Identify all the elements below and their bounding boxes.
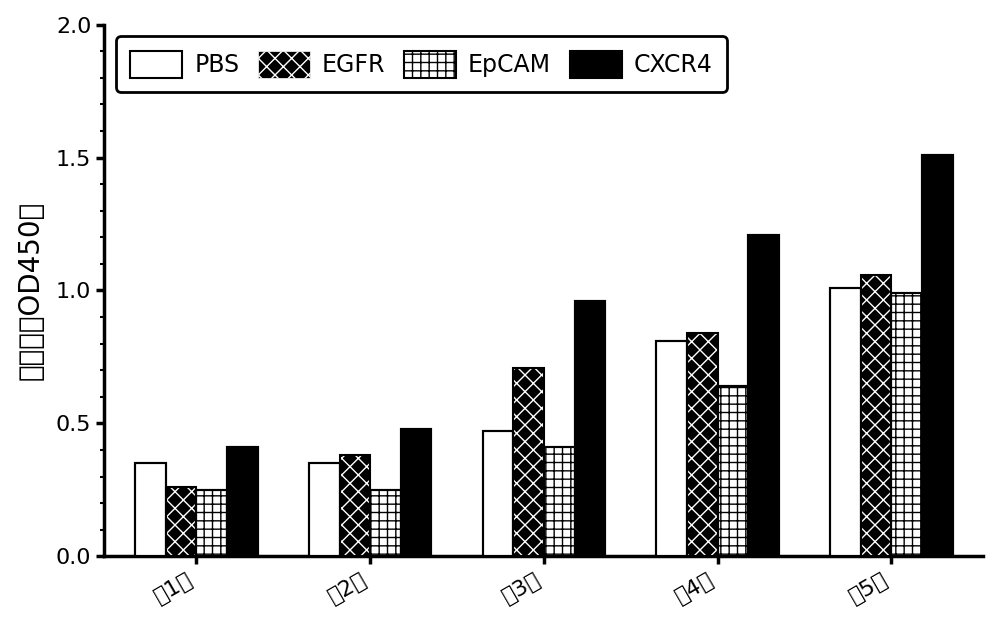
Bar <box>370 490 401 557</box>
Bar <box>718 386 748 557</box>
Bar <box>687 333 718 557</box>
Bar <box>196 490 227 557</box>
Bar <box>513 368 544 557</box>
Bar <box>370 490 401 557</box>
Bar <box>544 447 575 557</box>
Bar <box>575 301 605 557</box>
Bar <box>309 463 340 557</box>
Bar <box>891 293 922 557</box>
Bar <box>922 155 953 557</box>
Legend: PBS, EGFR, EpCAM, CXCR4: PBS, EGFR, EpCAM, CXCR4 <box>116 36 727 92</box>
Bar <box>544 447 575 557</box>
Bar <box>166 487 196 557</box>
Y-axis label: 吸光値（OD450）: 吸光値（OD450） <box>17 201 45 380</box>
Bar <box>656 341 687 557</box>
Bar <box>891 293 922 557</box>
Bar <box>830 288 861 557</box>
Bar <box>227 447 258 557</box>
Bar <box>340 456 370 557</box>
Bar <box>340 456 370 557</box>
Bar <box>513 368 544 557</box>
Bar <box>483 431 513 557</box>
Bar <box>830 288 861 557</box>
Bar <box>748 235 779 557</box>
Bar <box>166 487 196 557</box>
Bar <box>656 341 687 557</box>
Bar <box>401 429 431 557</box>
Bar <box>861 275 891 557</box>
Bar <box>401 429 431 557</box>
Bar <box>483 431 513 557</box>
Bar <box>575 301 605 557</box>
Bar <box>922 155 953 557</box>
Bar <box>748 235 779 557</box>
Bar <box>196 490 227 557</box>
Bar <box>309 463 340 557</box>
Bar <box>861 275 891 557</box>
Bar <box>227 447 258 557</box>
Bar <box>718 386 748 557</box>
Bar <box>135 463 166 557</box>
Bar <box>687 333 718 557</box>
Bar <box>135 463 166 557</box>
